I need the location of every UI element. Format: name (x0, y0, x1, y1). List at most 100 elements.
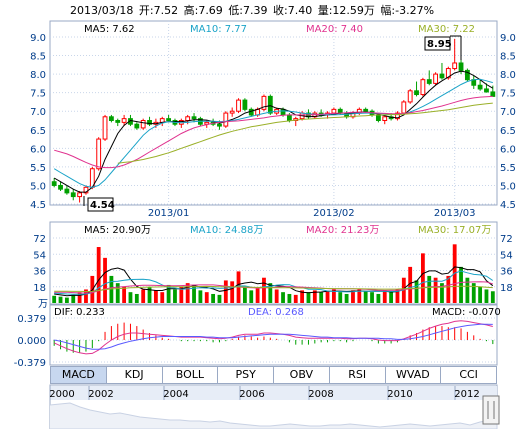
volume-y-tick-right: 72 (500, 234, 513, 245)
macd-value-label: MACD: -0.070 (432, 307, 501, 318)
max-price-callout: 8.95 (424, 35, 462, 60)
volume-bar (262, 277, 266, 303)
volume-ma30-line (54, 285, 493, 293)
info-high: 高:7.69 (183, 4, 223, 17)
candle-up (77, 191, 83, 203)
volume-bar (389, 292, 394, 303)
tab-psy[interactable]: PSY (218, 367, 274, 383)
volume-bar (166, 284, 171, 303)
candle-body (477, 84, 483, 90)
timeline-slider-handle[interactable] (482, 395, 500, 425)
price-y-tick-right: 8.5 (500, 52, 516, 63)
candle-body (407, 90, 413, 103)
volume-bar (274, 289, 279, 303)
candle-body (147, 120, 152, 125)
legend-ma10: MA10: 7.77 (190, 24, 247, 35)
candle-up (382, 114, 388, 125)
candle-down (458, 59, 464, 75)
info-date: 2013/03/18 (70, 4, 134, 17)
price-y-tick-right: 8.0 (500, 70, 516, 81)
candle-down (242, 98, 248, 112)
macd-lines (53, 320, 493, 355)
volume-bar (465, 277, 470, 303)
volume-bar (382, 290, 387, 303)
candle-body (452, 62, 458, 70)
price-y-tick-left: 8.0 (30, 70, 46, 81)
price-y-tick-left: 4.5 (30, 200, 46, 211)
price-grid (50, 21, 497, 365)
volume-bar (427, 275, 432, 303)
tab-kdj[interactable]: KDJ (107, 367, 163, 383)
candle-down (70, 189, 76, 201)
volume-bar (223, 280, 228, 303)
volume-bar (478, 286, 483, 303)
candle-body (401, 101, 407, 114)
candle-body (223, 112, 229, 127)
price-y-tick-left: 8.5 (30, 52, 46, 63)
info-close: 收:7.40 (273, 4, 313, 17)
volume-bar (325, 291, 330, 303)
volume-bar (319, 292, 324, 303)
volume-bar (268, 283, 273, 303)
candle-down (490, 85, 496, 97)
price-y-tick-right: 7.0 (500, 107, 516, 118)
candle-down (115, 118, 121, 127)
price-y-tick-left: 7.5 (30, 89, 46, 100)
price-y-tick-left: 5.5 (30, 163, 46, 174)
candle-body (115, 120, 121, 123)
candle-down (248, 107, 254, 117)
candle-body (242, 99, 248, 110)
tab-rsi[interactable]: RSI (330, 367, 386, 383)
candle-down (414, 81, 419, 97)
candle-body (248, 108, 254, 116)
candle-body (77, 192, 83, 198)
macd-dea-line (54, 323, 493, 350)
candle-body (331, 108, 337, 114)
candle-up (407, 88, 413, 104)
candle-down (58, 181, 63, 192)
tab-cci[interactable]: CCI (459, 368, 478, 381)
candle-down (477, 79, 483, 91)
price-y-tick-right: 6.5 (500, 126, 516, 137)
volume-bar (446, 275, 451, 303)
volume-y-tick-right: 36 (500, 267, 513, 278)
volume-bar (71, 294, 76, 303)
candle-up (261, 94, 267, 112)
tab-macd[interactable]: MACD (51, 367, 107, 383)
macd-y-tick: -0.379 (14, 358, 46, 369)
tab-wvad[interactable]: WVAD (386, 367, 442, 383)
candle-up (452, 38, 458, 71)
volume-bar (312, 290, 317, 303)
tab-boll[interactable]: BOLL (163, 367, 219, 383)
macd-y-tick: 0.000 (17, 336, 46, 347)
candle-up (96, 137, 102, 171)
candle-up (140, 118, 146, 130)
volume-bar (376, 293, 381, 303)
candle-body (395, 112, 400, 120)
volume-bar (471, 283, 476, 303)
candle-body (108, 116, 114, 121)
candle-body (96, 138, 102, 170)
candle-body (420, 79, 426, 96)
volume-bar (395, 289, 400, 303)
volume-bar (198, 290, 203, 303)
price-ma20-line (54, 95, 493, 169)
info-change: 幅:-3.27% (380, 4, 435, 17)
legend-ma5: MA5: 7.62 (84, 24, 135, 35)
legend-ma20: MA20: 7.40 (306, 24, 363, 35)
volume-bar (141, 289, 146, 303)
macd-y-tick: 0.379 (17, 314, 46, 325)
volume-bar (179, 286, 184, 303)
volume-bar (414, 280, 419, 303)
candle-body (166, 118, 172, 122)
volume-bar (490, 291, 495, 303)
candle-body (414, 90, 419, 96)
candle-body (64, 188, 70, 194)
candle-up (401, 100, 407, 115)
candle-up (236, 98, 241, 114)
volume-bar (351, 290, 355, 303)
candle-body (426, 79, 432, 84)
price-ma-lines (53, 70, 494, 193)
tab-obv[interactable]: OBV (274, 367, 330, 383)
